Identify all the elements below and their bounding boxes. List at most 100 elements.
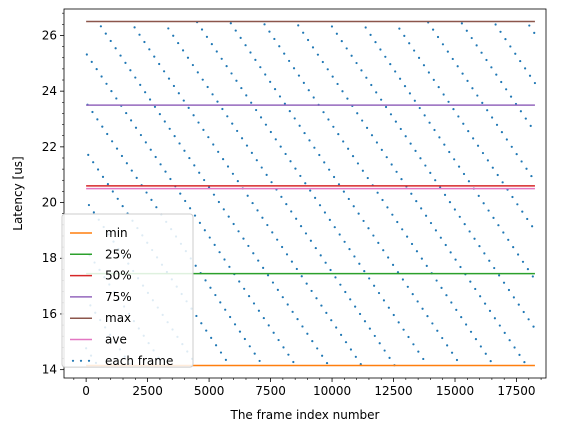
scatter-point xyxy=(263,23,266,26)
scatter-point xyxy=(115,147,119,150)
scatter-point xyxy=(531,225,534,228)
legend-marker xyxy=(79,359,83,362)
scatter-point xyxy=(519,59,522,63)
scatter-point xyxy=(330,319,333,322)
scatter-point xyxy=(232,222,235,226)
scatter-point xyxy=(434,229,437,232)
scatter-point xyxy=(491,166,494,169)
scatter-point xyxy=(301,325,304,328)
scatter-point xyxy=(168,127,171,130)
scatter-point xyxy=(197,121,200,124)
scatter-point xyxy=(502,281,506,284)
y-axis-ticks: 14 16 18 20 22 24 26 xyxy=(42,12,64,377)
scatter-point xyxy=(448,150,451,154)
scatter-point xyxy=(272,331,275,334)
scatter-point xyxy=(226,165,230,168)
scatter-point xyxy=(235,79,238,82)
scatter-point xyxy=(323,161,326,164)
scatter-point xyxy=(288,59,291,63)
scatter-point xyxy=(441,43,445,46)
scatter-point xyxy=(282,346,285,349)
scatter-point xyxy=(256,209,259,212)
scatter-point xyxy=(216,100,219,103)
scatter-point xyxy=(224,358,227,361)
scatter-point xyxy=(251,201,254,205)
scatter-point xyxy=(474,338,478,341)
y-axis-label: Latency [us] xyxy=(11,156,25,230)
scatter-point xyxy=(208,236,211,239)
scatter-point xyxy=(525,167,528,170)
scatter-point xyxy=(303,131,306,135)
scatter-point xyxy=(460,316,463,319)
scatter-point xyxy=(425,264,428,268)
scatter-point xyxy=(423,114,426,117)
legend: min 25% 50% 75% max ave each frame xyxy=(61,213,194,368)
scatter-point xyxy=(120,154,124,158)
scatter-point xyxy=(382,249,385,252)
scatter-point xyxy=(466,79,469,83)
scatter-point xyxy=(343,240,346,243)
scatter-point xyxy=(129,69,132,72)
scatter-point xyxy=(115,97,118,100)
scatter-point xyxy=(507,288,511,292)
scatter-point xyxy=(144,91,147,94)
scatter-point xyxy=(511,195,514,199)
legend-label: 50% xyxy=(105,269,132,283)
scatter-point xyxy=(494,23,497,26)
scatter-point xyxy=(276,238,279,241)
scatter-point xyxy=(285,203,288,206)
scatter-point xyxy=(465,323,468,326)
scatter-point xyxy=(184,199,187,203)
scatter-point xyxy=(475,44,478,47)
scatter-point xyxy=(231,122,234,125)
scatter-point xyxy=(418,106,421,110)
scatter-point xyxy=(153,105,157,108)
scatter-point xyxy=(451,57,454,61)
scatter-point xyxy=(252,302,256,305)
scatter-point xyxy=(502,231,505,234)
scatter-point xyxy=(359,363,362,366)
scatter-point xyxy=(365,76,368,79)
scatter-point xyxy=(278,45,281,48)
scatter-point xyxy=(250,151,253,154)
scatter-point xyxy=(85,53,88,56)
scatter-point xyxy=(211,93,214,96)
scatter-point xyxy=(404,135,407,138)
scatter-point xyxy=(415,250,419,253)
scatter-point xyxy=(462,122,465,125)
scatter-point xyxy=(236,129,239,133)
scatter-point xyxy=(148,98,152,101)
scatter-point xyxy=(291,310,294,313)
scatter-point xyxy=(490,116,494,119)
scatter-point xyxy=(177,92,180,95)
scatter-point xyxy=(271,281,275,284)
scatter-point xyxy=(244,44,247,47)
scatter-point xyxy=(421,307,424,310)
scatter-point xyxy=(104,32,107,35)
scatter-point xyxy=(92,161,95,164)
scatter-point xyxy=(325,361,329,365)
scatter-point xyxy=(472,137,475,140)
scatter-point xyxy=(304,232,308,235)
scatter-point xyxy=(424,164,427,167)
scatter-point xyxy=(332,125,335,128)
scatter-point xyxy=(410,192,413,195)
scatter-point xyxy=(238,280,241,283)
scatter-point xyxy=(429,221,433,225)
scatter-point xyxy=(396,220,399,224)
scatter-point xyxy=(444,243,447,247)
scatter-point xyxy=(158,62,161,66)
scatter-point xyxy=(224,308,227,311)
scatter-point xyxy=(230,72,233,75)
scatter-point xyxy=(363,270,366,273)
scatter-point xyxy=(486,159,489,162)
scatter-point xyxy=(363,320,367,323)
scatter-point xyxy=(330,25,334,28)
scatter-point xyxy=(279,145,282,148)
scatter-point xyxy=(514,52,517,55)
scatter-point xyxy=(422,357,425,361)
scatter-point xyxy=(253,352,256,355)
scatter-point xyxy=(496,173,499,177)
scatter-point xyxy=(298,124,301,127)
scatter-point xyxy=(411,293,414,296)
